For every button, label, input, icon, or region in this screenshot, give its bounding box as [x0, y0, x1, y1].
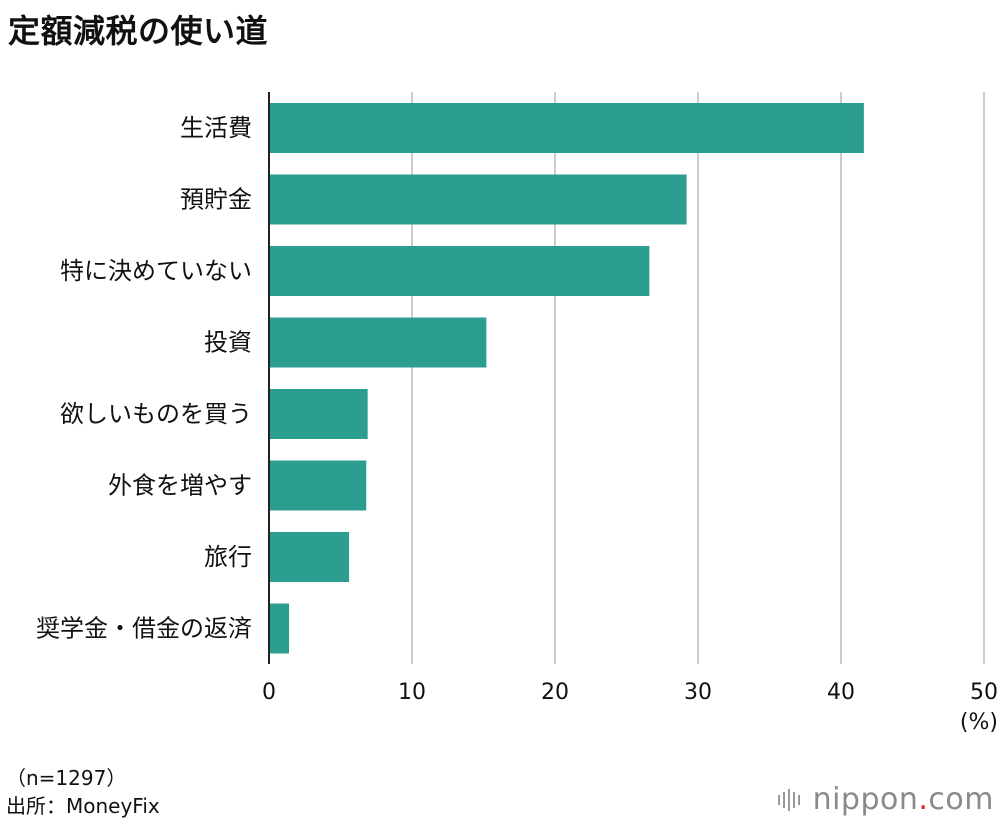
logo-mark-icon [777, 788, 803, 811]
logo-suffix: com [928, 782, 994, 817]
bar [269, 174, 687, 225]
category-label: 特に決めていない [60, 257, 252, 285]
bar-chart: 生活費預貯金特に決めていない投資欲しいものを買う外食を増やす旅行奨学金・借金の返… [36, 92, 998, 735]
bar [269, 460, 367, 511]
x-tick-label: 20 [541, 680, 569, 705]
bar [269, 603, 290, 654]
source-note: 出所：MoneyFix [6, 794, 160, 818]
x-tick-labels: 0 10 20 30 40 50 [262, 680, 998, 705]
x-tick-label: 40 [827, 680, 855, 705]
bar [269, 389, 368, 439]
category-label: 外食を増やす [108, 472, 252, 500]
category-label: 旅行 [204, 543, 252, 571]
category-label: 預貯金 [180, 186, 252, 214]
x-tick-label: 50 [970, 680, 998, 705]
x-tick-label: 10 [398, 680, 426, 705]
chart-title: 定額減税の使い道 [8, 12, 269, 50]
x-tick-label: 30 [684, 680, 712, 705]
logo-dot: . [918, 782, 929, 817]
bar [269, 317, 487, 368]
category-label: 欲しいものを買う [60, 400, 252, 428]
x-tick-label: 0 [262, 680, 276, 705]
sample-size-note: （n=1297） [6, 766, 127, 790]
category-label: 生活費 [180, 114, 252, 142]
bar [269, 103, 864, 153]
bars [269, 103, 864, 654]
category-labels: 生活費預貯金特に決めていない投資欲しいものを買う外食を増やす旅行奨学金・借金の返… [36, 114, 252, 643]
bar [269, 532, 350, 582]
category-label: 投資 [204, 329, 252, 357]
nippon-logo: nippon. com [777, 782, 994, 817]
category-label: 奨学金・借金の返済 [36, 615, 252, 643]
unit-label: (%) [960, 710, 998, 735]
bar [269, 246, 650, 296]
logo-name: nippon [812, 782, 919, 817]
